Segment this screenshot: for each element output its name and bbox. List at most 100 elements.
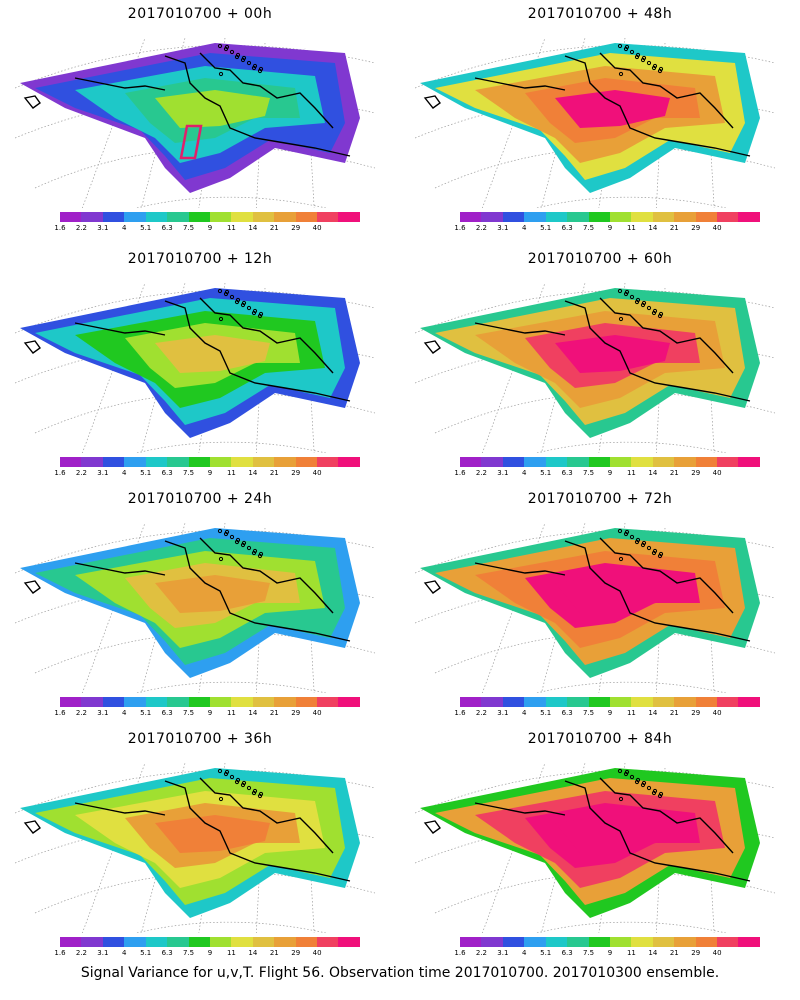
colorbar-tick-label: 29 [291,224,301,232]
colorbar-tick-label: 3.1 [497,224,509,232]
colorbar-tick-label: 29 [291,709,301,717]
colorbar-segment [717,697,739,707]
coastline [599,537,734,614]
colorbar-tick-label: 9 [207,224,213,232]
island [629,534,635,540]
colorbar-segment [167,697,189,707]
colorbar-segment [231,457,253,467]
coastline [474,802,566,816]
colorbar-tick-label: 21 [269,709,279,717]
colorbar-segment [545,457,568,467]
variance-map [415,282,776,453]
colorbar-tick-label: 2.2 [475,224,487,232]
colorbar-segment [545,937,568,947]
colorbar-segment [674,457,696,467]
colorbar-tick-label: 5.1 [540,709,552,717]
colorbar-tick-label: 14 [648,949,658,957]
island [258,791,264,797]
coastline [564,300,751,402]
colorbar-tick-label: 29 [291,949,301,957]
island [646,545,652,551]
colorbar-segment [102,457,125,467]
coastline [474,77,566,91]
graticule-line [535,196,728,208]
colorbar-tick-label: 14 [248,224,258,232]
colorbar [460,937,760,947]
coastline [74,322,166,336]
colorbar-tick-label: 3.1 [97,709,109,717]
colorbar-segment [167,457,189,467]
graticule-line [135,681,328,693]
colorbar-segment [295,697,318,707]
island [235,52,241,58]
island [229,294,235,300]
panel-title: 2017010700 + 24h [127,491,273,507]
colorbar-tick-label: 2.2 [475,469,487,477]
colorbar [460,457,760,467]
colorbar-tick-label: 14 [248,709,258,717]
colorbar-tick-label: 1.6 [54,469,66,477]
colorbar-segment [188,937,210,947]
colorbar-segment [631,937,653,947]
coastline [74,802,166,816]
island [646,60,652,66]
colorbar-segment [524,937,546,947]
colorbar-tick-label: 40 [712,469,722,477]
colorbar-tick-label: 1.6 [454,949,466,957]
colorbar-tick-label: 11 [626,469,636,477]
coastline [164,55,351,157]
colorbar-segment [481,457,503,467]
colorbar-segment [102,212,125,222]
colorbar-segment [652,212,675,222]
island [252,308,258,314]
colorbar-tick-label: 6.3 [161,949,173,957]
colorbar-segment [81,937,103,947]
colorbar-tick-label: 11 [226,469,236,477]
colorbar-segment [460,457,482,467]
island [652,788,658,794]
colorbar-segment [317,937,339,947]
panel-title: 2017010700 + 84h [527,731,673,747]
colorbar-tick-label: 2.2 [475,709,487,717]
colorbar-tick-label: 5.1 [140,949,152,957]
coastline [599,777,734,854]
island [217,528,223,534]
island [235,297,241,303]
colorbar-tick-label: 14 [648,224,658,232]
colorbar-segment [60,697,82,707]
colorbar-tick-label: 4 [522,949,527,957]
colorbar-segment [502,457,525,467]
variance-map [15,37,376,208]
coastline [423,340,441,354]
colorbar-segment [460,937,482,947]
island [217,43,223,49]
map-panel: 2017010700 + 36h 1.6 2.2 3.1 4 5.1 6.3 7.5 9 11 14… [0,725,400,965]
colorbar-segment [252,212,275,222]
colorbar-segment [481,212,503,222]
graticule-line [135,921,328,933]
colorbar-segment [502,937,525,947]
map-panel: 2017010700 + 00h 1.6 2.2 3.1 4 5.1 6.3 7.5 9 11 14… [0,0,400,240]
colorbar-tick-label: 5.1 [140,224,152,232]
variance-contour [555,575,670,613]
colorbar-tick-label: 21 [269,469,279,477]
colorbar-tick-label: 14 [648,709,658,717]
colorbar-tick-label: 2.2 [75,709,87,717]
colorbar-segment [231,937,253,947]
colorbar-segment [502,212,525,222]
colorbar-tick-label: 3.1 [497,469,509,477]
island [235,537,241,543]
colorbar-tick-label: 14 [648,469,658,477]
colorbar-segment [545,212,568,222]
colorbar-tick-label: 7.5 [182,949,195,957]
panel-title: 2017010700 + 12h [127,251,273,267]
island [229,49,235,55]
map-panel: 2017010700 + 24h 1.6 2.2 3.1 4 5.1 6.3 7.5 9 11 14… [0,485,400,725]
island [241,300,247,306]
colorbar-tick-label: 7.5 [182,224,195,232]
colorbar-tick-label: 1.6 [54,949,66,957]
colorbar-segment [652,457,675,467]
colorbar-segment [295,457,318,467]
island [624,529,630,535]
coastline [564,540,751,642]
